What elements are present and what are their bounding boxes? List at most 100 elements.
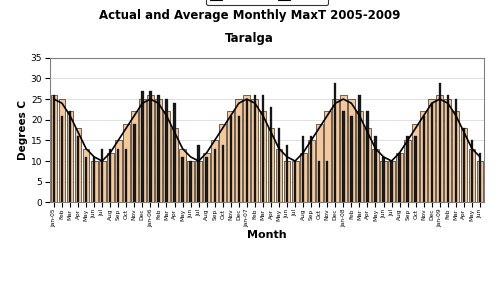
Bar (141, 91, 144, 202)
Bar (471, 140, 473, 202)
Bar (366, 112, 369, 202)
Bar (396, 153, 403, 202)
Bar (115, 140, 122, 202)
Bar (50, 95, 57, 202)
Bar (479, 153, 481, 202)
Bar (382, 157, 385, 202)
Y-axis label: Degrees C: Degrees C (18, 100, 28, 160)
Bar (477, 161, 484, 202)
X-axis label: Month: Month (247, 230, 287, 240)
Bar (310, 136, 312, 202)
Bar (455, 99, 457, 202)
Legend: Av MaxT, MaxT: Av MaxT, MaxT (206, 0, 328, 5)
Text: Taralga: Taralga (225, 32, 274, 45)
Bar (358, 95, 361, 202)
Bar (93, 157, 95, 202)
Bar (308, 140, 314, 202)
Bar (206, 157, 208, 202)
Bar (420, 112, 427, 202)
Bar (372, 149, 379, 202)
Bar (123, 124, 130, 202)
Bar (109, 149, 111, 202)
Bar (423, 116, 425, 202)
Text: Actual and Average Monthly MaxT 2005-2009: Actual and Average Monthly MaxT 2005-200… (99, 9, 400, 22)
Bar (262, 95, 264, 202)
Bar (286, 144, 288, 202)
Bar (75, 128, 81, 202)
Bar (125, 149, 127, 202)
Bar (318, 161, 320, 202)
Bar (447, 95, 449, 202)
Bar (439, 83, 441, 202)
Bar (469, 149, 476, 202)
Bar (348, 99, 355, 202)
Bar (246, 99, 248, 202)
Bar (147, 95, 154, 202)
Bar (267, 128, 274, 202)
Bar (53, 95, 55, 202)
Bar (179, 149, 186, 202)
Bar (163, 112, 170, 202)
Bar (332, 99, 339, 202)
Bar (190, 161, 192, 202)
Bar (155, 99, 162, 202)
Bar (99, 161, 106, 202)
Bar (334, 83, 336, 202)
Bar (415, 136, 417, 202)
Bar (251, 99, 258, 202)
Bar (388, 161, 395, 202)
Bar (398, 153, 401, 202)
Bar (278, 128, 280, 202)
Bar (131, 112, 138, 202)
Bar (340, 95, 347, 202)
Bar (300, 153, 306, 202)
Bar (117, 149, 119, 202)
Bar (326, 161, 328, 202)
Bar (83, 149, 89, 202)
Bar (463, 128, 465, 202)
Bar (195, 161, 202, 202)
Bar (407, 136, 409, 202)
Bar (101, 149, 103, 202)
Bar (149, 91, 152, 202)
Bar (294, 161, 296, 202)
Bar (222, 144, 224, 202)
Bar (412, 124, 419, 202)
Bar (453, 112, 459, 202)
Bar (181, 157, 184, 202)
Bar (461, 128, 468, 202)
Bar (187, 161, 194, 202)
Bar (165, 99, 168, 202)
Bar (58, 99, 65, 202)
Bar (283, 161, 290, 202)
Bar (380, 161, 387, 202)
Bar (236, 99, 242, 202)
Bar (66, 112, 73, 202)
Bar (85, 157, 87, 202)
Bar (133, 124, 136, 202)
Bar (157, 95, 160, 202)
Bar (203, 153, 210, 202)
Bar (171, 128, 178, 202)
Bar (390, 161, 393, 202)
Bar (275, 149, 282, 202)
Bar (77, 136, 79, 202)
Bar (220, 124, 226, 202)
Bar (173, 103, 176, 202)
Bar (270, 107, 272, 202)
Bar (437, 95, 443, 202)
Bar (228, 112, 234, 202)
Bar (139, 99, 146, 202)
Bar (302, 136, 304, 202)
Bar (61, 116, 63, 202)
Bar (107, 153, 114, 202)
Bar (342, 112, 344, 202)
Bar (316, 124, 323, 202)
Bar (244, 95, 250, 202)
Bar (253, 95, 256, 202)
Bar (356, 112, 363, 202)
Bar (230, 116, 232, 202)
Bar (324, 112, 331, 202)
Bar (431, 103, 433, 202)
Bar (404, 140, 411, 202)
